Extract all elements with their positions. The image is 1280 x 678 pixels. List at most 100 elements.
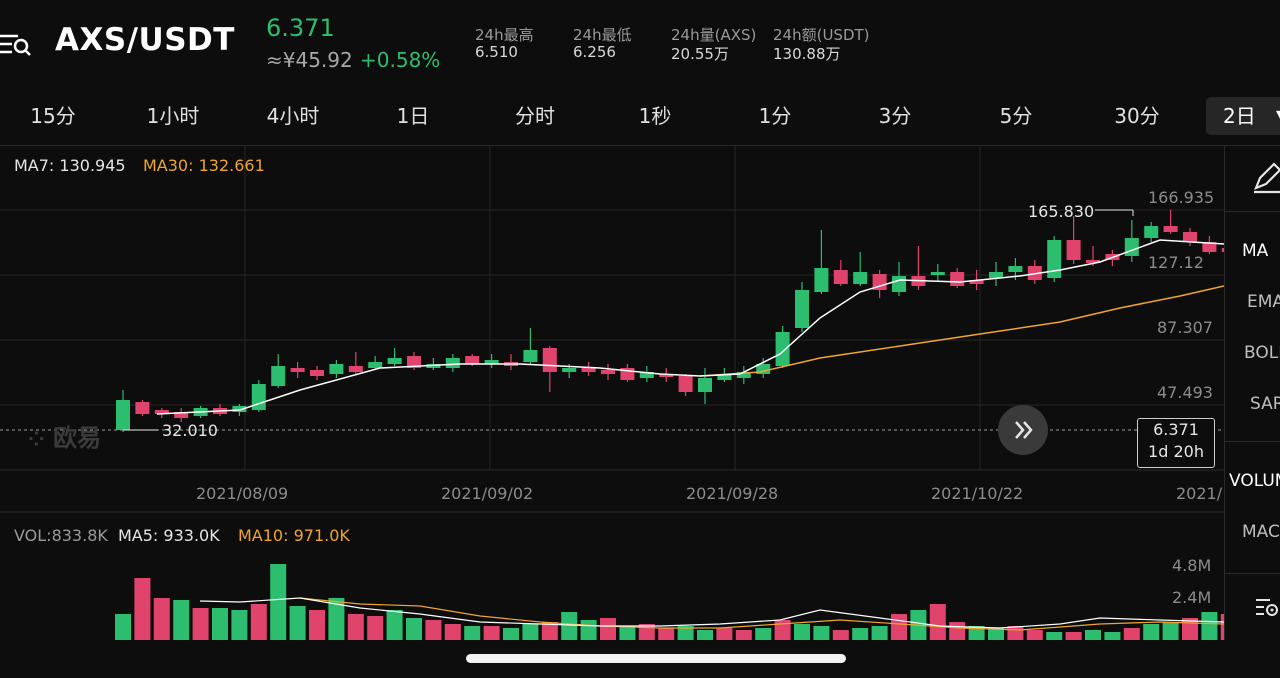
volume-bar — [755, 628, 772, 640]
volume-bar — [250, 604, 267, 640]
tab-2d-active[interactable]: 2日 ▾ — [1206, 97, 1280, 135]
menu-search-icon — [0, 34, 31, 56]
volume-bar — [386, 610, 403, 640]
candle-body — [969, 280, 984, 284]
x-date: 2021/08/09 — [196, 484, 289, 503]
stat-value-volume: 20.55万 — [671, 45, 729, 63]
draw-tool-button[interactable] — [1252, 160, 1280, 198]
candle-body — [795, 290, 809, 328]
candle-body — [775, 332, 790, 366]
candle-body — [465, 356, 480, 364]
volume-bar — [406, 618, 422, 640]
volume-bar — [444, 624, 461, 640]
tab-1h[interactable]: 1小时 — [146, 104, 200, 128]
indicator-macd[interactable]: MACD — [1242, 522, 1280, 542]
tab-3min[interactable]: 3分 — [878, 104, 912, 128]
stat-label-turnover: 24h额(USDT) — [773, 26, 870, 44]
volume-bar — [1104, 632, 1121, 640]
tab-1d[interactable]: 1日 — [396, 104, 430, 128]
candle-body — [659, 374, 674, 377]
candle-body — [232, 406, 247, 412]
volume-bar — [153, 598, 170, 640]
candle-body — [736, 372, 751, 378]
candle-body — [1008, 266, 1023, 272]
candle-body — [756, 364, 771, 374]
stat-label-high: 24h最高 — [475, 26, 534, 44]
tab-2d-label: 2日 — [1223, 104, 1256, 128]
double-chevron-right-icon — [1015, 421, 1033, 439]
volume-bar — [988, 628, 1004, 640]
volume-bar — [347, 614, 364, 640]
y-tick: 127.12 — [1148, 253, 1204, 272]
volume-bar — [483, 626, 500, 640]
candle-body — [348, 366, 363, 372]
candle-body — [872, 274, 887, 290]
volume-bar — [561, 612, 578, 640]
tab-4h[interactable]: 4小时 — [266, 104, 320, 128]
candle-body — [601, 370, 615, 374]
tab-timeline[interactable]: 分时 — [515, 104, 555, 128]
volume-bar — [774, 620, 791, 640]
indicator-boll[interactable]: BOLL — [1244, 343, 1280, 363]
y-tick: 47.493 — [1157, 383, 1213, 402]
indicator-ema[interactable]: EMA — [1247, 292, 1280, 312]
candle-body — [1027, 266, 1042, 280]
volume-bar — [813, 626, 830, 640]
volume-bar — [735, 630, 752, 640]
tab-30min[interactable]: 30分 — [1114, 104, 1160, 128]
watermark-text: 欧易 — [53, 424, 102, 452]
ma7-label: MA7: 130.945 — [14, 156, 126, 175]
divider — [0, 145, 1280, 146]
volume-bar — [1201, 612, 1218, 640]
vol-ma5-label: MA5: 933.0K — [118, 526, 220, 545]
current-price-box: 6.371 1d 20h — [1137, 418, 1215, 468]
candle-body — [833, 270, 848, 284]
candle-body — [892, 276, 906, 292]
volume-bar — [115, 614, 131, 640]
volume-bar — [968, 626, 985, 640]
x-date: 2021/10/22 — [931, 484, 1024, 503]
volume-bar — [929, 604, 946, 640]
candles — [116, 210, 1224, 432]
volume-bar — [677, 626, 694, 640]
stat-label-volume: 24h量(AXS) — [671, 26, 757, 44]
volume-bar — [794, 624, 810, 640]
x-date: 2021/09/02 — [441, 484, 534, 503]
indicator-ma[interactable]: MA — [1242, 241, 1269, 261]
high-marker-label: 165.830 — [1028, 202, 1095, 221]
stat-value-high: 6.510 — [475, 43, 518, 61]
tab-1s[interactable]: 1秒 — [638, 104, 672, 128]
tab-1min[interactable]: 1分 — [758, 104, 792, 128]
volume-bar — [270, 564, 287, 640]
candle-body — [1221, 248, 1224, 252]
settings-icon — [1256, 599, 1278, 616]
volume-bar — [1026, 630, 1043, 640]
volume-bar — [697, 630, 713, 640]
indicator-settings-button[interactable] — [1254, 596, 1280, 622]
x-date: 2021/09/28 — [686, 484, 779, 503]
candle-body — [368, 362, 383, 368]
candle-body — [484, 360, 499, 364]
vol-ma5-line — [199, 597, 1224, 629]
candle-body — [639, 372, 654, 378]
volume-bar — [541, 622, 558, 640]
pair-title[interactable]: AXS/USDT — [55, 22, 235, 58]
tab-15m[interactable]: 15分 — [30, 104, 76, 128]
indicator-sar[interactable]: SAR — [1250, 394, 1280, 414]
volume-bar — [1143, 624, 1160, 640]
tab-5min[interactable]: 5分 — [999, 104, 1033, 128]
low-marker-label: 32.010 — [162, 421, 218, 440]
stat-value-turnover: 130.88万 — [773, 45, 841, 63]
scroll-latest-button[interactable] — [998, 405, 1048, 455]
candle-body — [814, 268, 829, 292]
price-change: +0.58% — [360, 48, 441, 72]
indicator-volume[interactable]: VOLUME — [1229, 471, 1280, 491]
candle-body — [251, 384, 266, 410]
candle-body — [542, 348, 557, 372]
volume-bar — [1046, 632, 1063, 640]
home-indicator — [466, 654, 846, 663]
volume-bar — [309, 610, 325, 640]
candle-body — [698, 378, 712, 392]
menu-search-button[interactable] — [0, 28, 36, 60]
volume-bar — [580, 620, 597, 640]
